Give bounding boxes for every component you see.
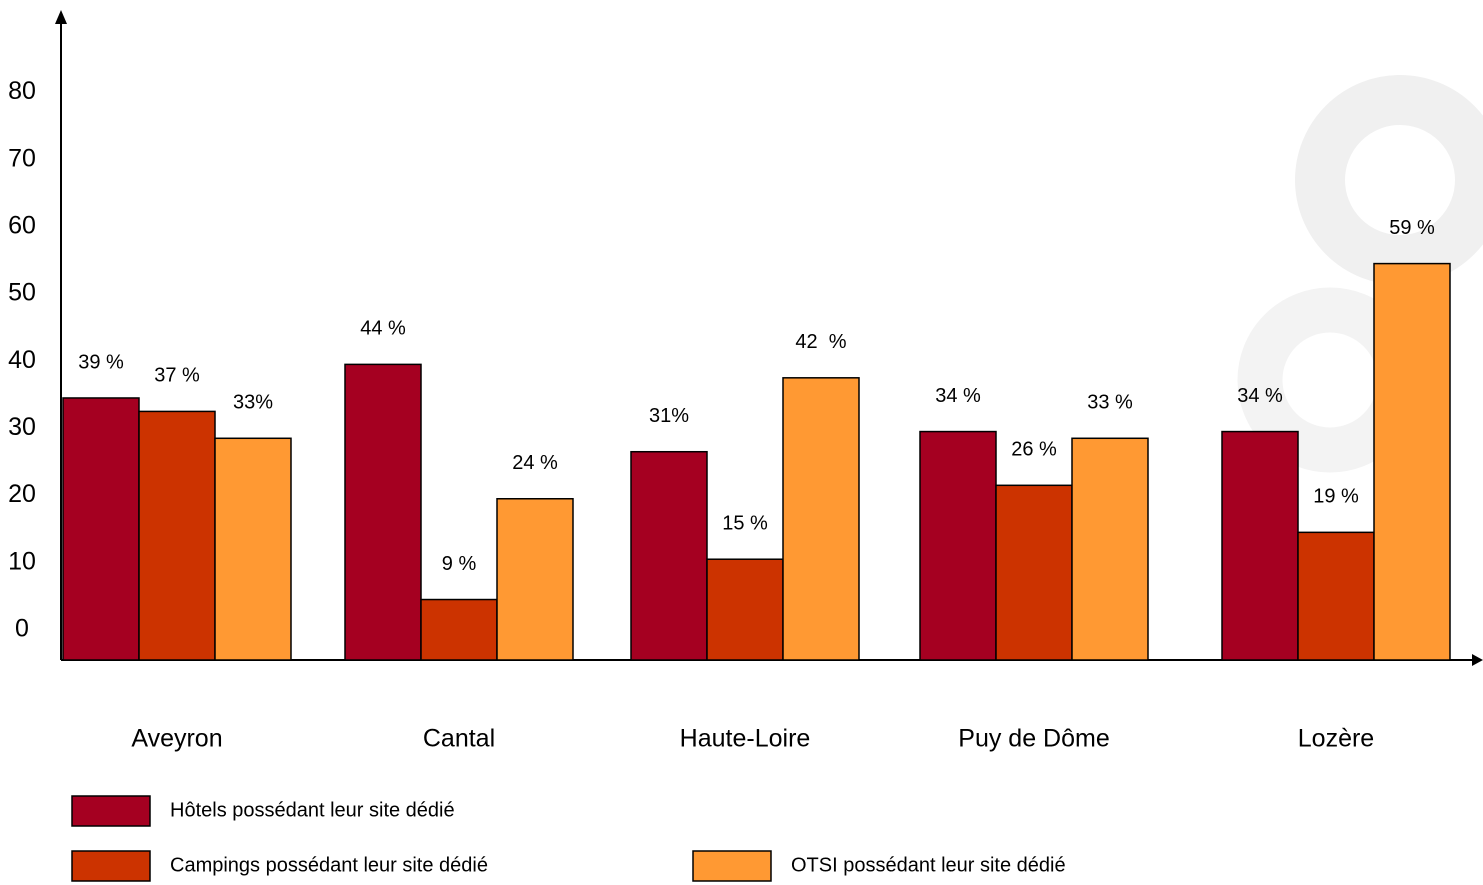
value-label: 59 % (1389, 217, 1435, 239)
bar (344, 363, 422, 661)
value-label: 44 % (360, 318, 406, 340)
value-label: 39 % (78, 351, 124, 373)
legend-swatch (71, 795, 151, 827)
legend-label: Hôtels possédant leur site dédié (170, 799, 455, 821)
y-tick-label: 20 (8, 480, 36, 508)
legend-swatch (71, 850, 151, 882)
value-label: 24 % (512, 452, 558, 474)
y-axis-arrow (55, 10, 67, 24)
bar (1297, 531, 1375, 661)
legend-label: Campings possédant leur site dédié (170, 854, 488, 876)
value-label: 9 % (442, 553, 477, 575)
value-label: 15 % (722, 513, 768, 535)
bar (496, 498, 574, 661)
x-tick-label: Puy de Dôme (958, 725, 1109, 753)
bar (1071, 437, 1149, 661)
x-tick-label: Haute-Loire (680, 725, 811, 753)
value-label: 26 % (1011, 439, 1057, 461)
value-label: 42 % (795, 331, 846, 353)
value-label: 34 % (1237, 385, 1283, 407)
bar (1221, 430, 1299, 661)
y-tick-label: 10 (8, 547, 36, 575)
bar (1373, 262, 1451, 661)
y-tick-label: 40 (8, 346, 36, 374)
value-label: 31% (649, 405, 689, 427)
bar (62, 397, 140, 661)
y-tick-label: 0 (15, 615, 29, 643)
bar (706, 558, 784, 661)
x-tick-label: Cantal (423, 725, 495, 753)
y-tick-label: 30 (8, 413, 36, 441)
value-label: 37 % (154, 365, 200, 387)
value-label: 19 % (1313, 486, 1359, 508)
x-axis-arrow (1472, 654, 1483, 666)
bar (138, 410, 216, 661)
bar (995, 484, 1073, 661)
value-label: 33% (233, 392, 273, 414)
bar (214, 437, 292, 661)
value-label: 33 % (1087, 392, 1133, 414)
x-tick-label: Lozère (1298, 725, 1374, 753)
y-tick-label: 80 (8, 77, 36, 105)
y-tick-label: 50 (8, 279, 36, 307)
x-tick-label: Aveyron (131, 725, 222, 753)
bar (782, 377, 860, 661)
bar (630, 450, 708, 661)
y-tick-label: 60 (8, 211, 36, 239)
legend-label: OTSI possédant leur site dédié (791, 854, 1066, 876)
bar (420, 598, 498, 661)
y-tick-label: 70 (8, 144, 36, 172)
watermark (1295, 75, 1483, 285)
legend-swatch (692, 850, 772, 882)
bar (919, 430, 997, 661)
value-label: 34 % (935, 385, 981, 407)
